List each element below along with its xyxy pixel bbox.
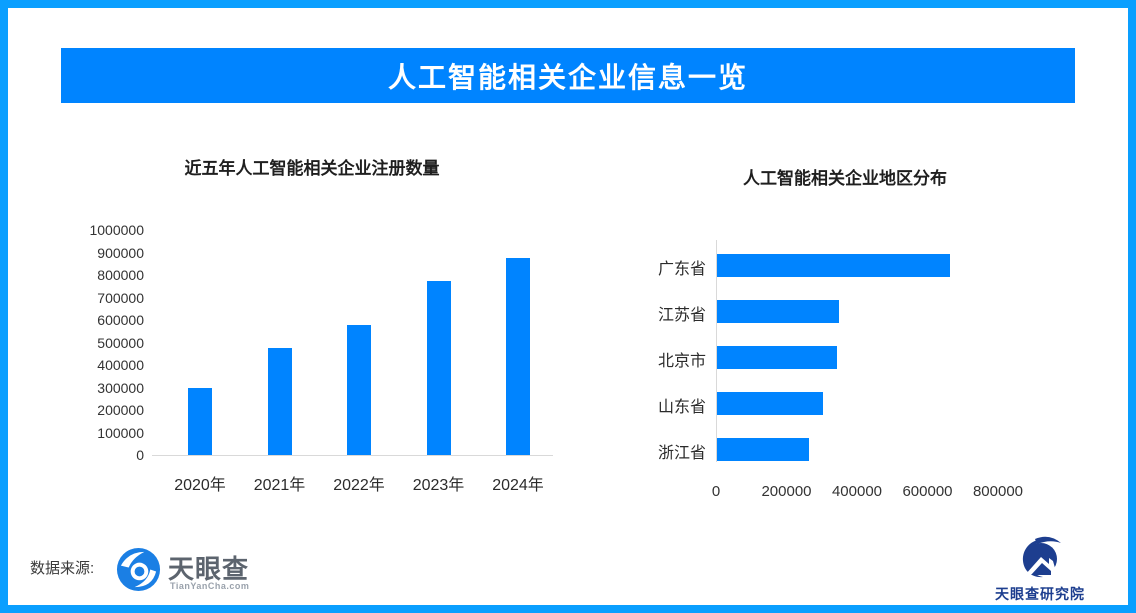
y-axis-tick-label: 400000 xyxy=(97,357,144,373)
left-chart-title: 近五年人工智能相关企业注册数量 xyxy=(184,159,440,178)
y-axis-tick-label: 300000 xyxy=(97,379,144,396)
y-axis-line xyxy=(716,240,717,462)
x-axis-category-label: 2020年 xyxy=(174,477,226,494)
bar-山东省 xyxy=(717,391,823,415)
y-axis-tick-label: 0 xyxy=(136,447,144,463)
bar-2021年 xyxy=(267,348,292,455)
y-axis-category-label: 北京市 xyxy=(657,353,706,370)
bar-2022年 xyxy=(347,324,371,455)
y-axis-tick-label: 200000 xyxy=(97,402,144,418)
tianyancha-logo-text: 天眼查 xyxy=(168,554,250,584)
x-axis-tick-label: 800000 xyxy=(972,483,1024,500)
x-axis-tick-label: 200000 xyxy=(761,483,812,500)
y-axis-category-label: 广东省 xyxy=(657,261,706,278)
tianyancha-logo-url: TianYanCha.com xyxy=(170,581,250,591)
x-axis-tick-label: 0 xyxy=(711,483,721,500)
y-axis-category-label: 山东省 xyxy=(657,399,706,416)
y-axis-tick-label: 900000 xyxy=(97,244,144,261)
y-axis-tick-label: 1000000 xyxy=(89,222,144,238)
bar-广东省 xyxy=(717,253,950,277)
y-axis-tick-label: 500000 xyxy=(97,334,144,351)
y-axis-tick-label: 800000 xyxy=(97,267,144,283)
x-axis-category-label: 2024年 xyxy=(492,477,544,494)
x-axis-tick-label: 400000 xyxy=(831,483,883,500)
page-title: 人工智能相关企业信息一览 xyxy=(387,61,748,93)
x-axis-tick-label: 600000 xyxy=(902,483,953,500)
y-axis-category-label: 浙江省 xyxy=(657,445,706,462)
bar-2023年 xyxy=(426,280,451,455)
y-axis-category-label: 江苏省 xyxy=(657,307,706,324)
research-institute-logo-icon xyxy=(1017,533,1065,586)
y-axis-tick-label: 600000 xyxy=(97,312,144,328)
x-axis-category-label: 2022年 xyxy=(333,477,385,494)
research-institute-label: 天眼查研究院 xyxy=(995,586,1085,602)
y-axis-tick-label: 100000 xyxy=(97,424,144,441)
x-axis-category-label: 2023年 xyxy=(412,477,465,494)
bar-浙江省 xyxy=(717,437,809,461)
x-axis-line xyxy=(152,455,553,456)
tianyancha-logo-icon xyxy=(115,546,162,598)
x-axis-category-label: 2021年 xyxy=(253,477,306,494)
bar-北京市 xyxy=(717,345,837,369)
bar-2024年 xyxy=(506,258,530,455)
data-source-label: 数据来源: xyxy=(30,560,95,577)
right-chart-title: 人工智能相关企业地区分布 xyxy=(743,169,947,188)
y-axis-tick-label: 700000 xyxy=(97,289,144,306)
bar-江苏省 xyxy=(717,299,839,323)
bar-2020年 xyxy=(188,387,212,455)
page-title-banner: 人工智能相关企业信息一览 xyxy=(61,48,1075,103)
